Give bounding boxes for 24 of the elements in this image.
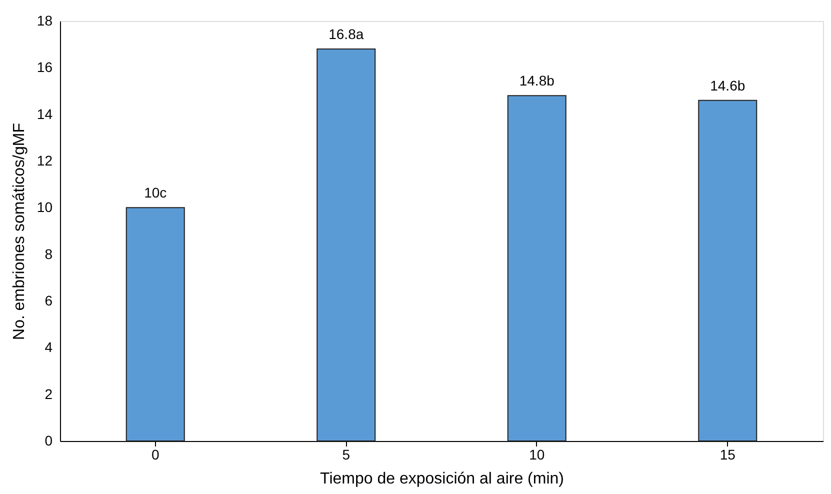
data-label: 14.6b xyxy=(710,77,746,94)
y-tick-label: 2 xyxy=(44,386,53,402)
y-tick-label: 0 xyxy=(44,432,53,448)
bar xyxy=(698,100,758,442)
bar xyxy=(507,95,566,442)
data-label: 10c xyxy=(144,184,167,201)
x-tick-label: 0 xyxy=(151,446,160,462)
bar xyxy=(126,207,185,442)
data-label: 14.8b xyxy=(519,72,555,89)
y-tick-label: 6 xyxy=(44,292,53,308)
y-tick-label: 10 xyxy=(36,199,53,216)
y-tick-label: 4 xyxy=(44,339,53,356)
y-tick-label: 8 xyxy=(44,246,53,262)
y-axis-title: No. embriones somáticos/gMF xyxy=(10,122,28,340)
bar xyxy=(316,48,376,442)
y-tick-label: 16 xyxy=(36,59,53,76)
x-tick-label: 15 xyxy=(720,446,736,462)
x-axis-title: Tiempo de exposición al aire (min) xyxy=(320,470,564,488)
y-tick-label: 12 xyxy=(36,152,53,168)
y-tick-label: 18 xyxy=(36,12,53,28)
x-tick-label: 10 xyxy=(529,446,545,462)
x-tick-label: 5 xyxy=(342,446,350,462)
data-label: 16.8a xyxy=(328,26,364,42)
y-tick-label: 14 xyxy=(36,106,53,122)
